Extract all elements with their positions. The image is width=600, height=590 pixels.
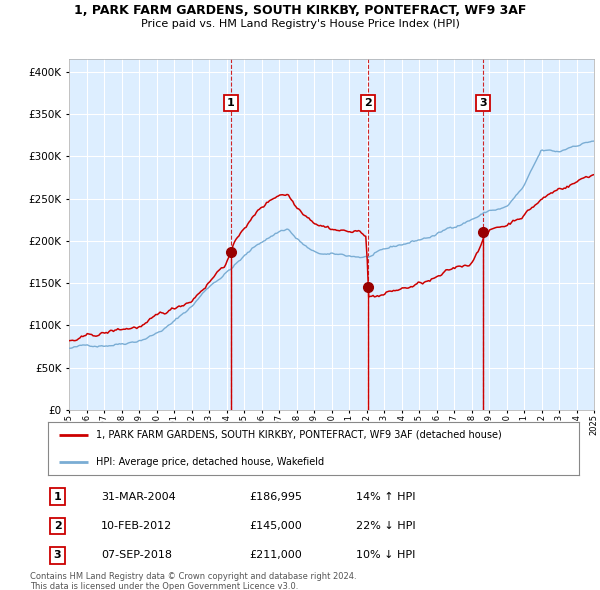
Text: 1: 1 [53, 492, 61, 502]
Text: £145,000: £145,000 [250, 521, 302, 531]
Text: £211,000: £211,000 [250, 550, 302, 560]
Text: 10-FEB-2012: 10-FEB-2012 [101, 521, 172, 531]
Text: This data is licensed under the Open Government Licence v3.0.: This data is licensed under the Open Gov… [30, 582, 298, 590]
Text: 31-MAR-2004: 31-MAR-2004 [101, 492, 176, 502]
Text: 2: 2 [53, 521, 61, 531]
Text: 3: 3 [479, 98, 487, 108]
Text: 07-SEP-2018: 07-SEP-2018 [101, 550, 172, 560]
Text: 3: 3 [54, 550, 61, 560]
Text: 2: 2 [365, 98, 372, 108]
Text: £186,995: £186,995 [250, 492, 303, 502]
Text: 1: 1 [227, 98, 235, 108]
Text: 10% ↓ HPI: 10% ↓ HPI [356, 550, 415, 560]
Text: Price paid vs. HM Land Registry's House Price Index (HPI): Price paid vs. HM Land Registry's House … [140, 19, 460, 30]
Text: 22% ↓ HPI: 22% ↓ HPI [356, 521, 416, 531]
Text: HPI: Average price, detached house, Wakefield: HPI: Average price, detached house, Wake… [96, 457, 324, 467]
Text: 1, PARK FARM GARDENS, SOUTH KIRKBY, PONTEFRACT, WF9 3AF (detached house): 1, PARK FARM GARDENS, SOUTH KIRKBY, PONT… [96, 430, 502, 440]
Text: 14% ↑ HPI: 14% ↑ HPI [356, 492, 415, 502]
Text: Contains HM Land Registry data © Crown copyright and database right 2024.: Contains HM Land Registry data © Crown c… [30, 572, 356, 581]
Text: 1, PARK FARM GARDENS, SOUTH KIRKBY, PONTEFRACT, WF9 3AF: 1, PARK FARM GARDENS, SOUTH KIRKBY, PONT… [74, 4, 526, 17]
